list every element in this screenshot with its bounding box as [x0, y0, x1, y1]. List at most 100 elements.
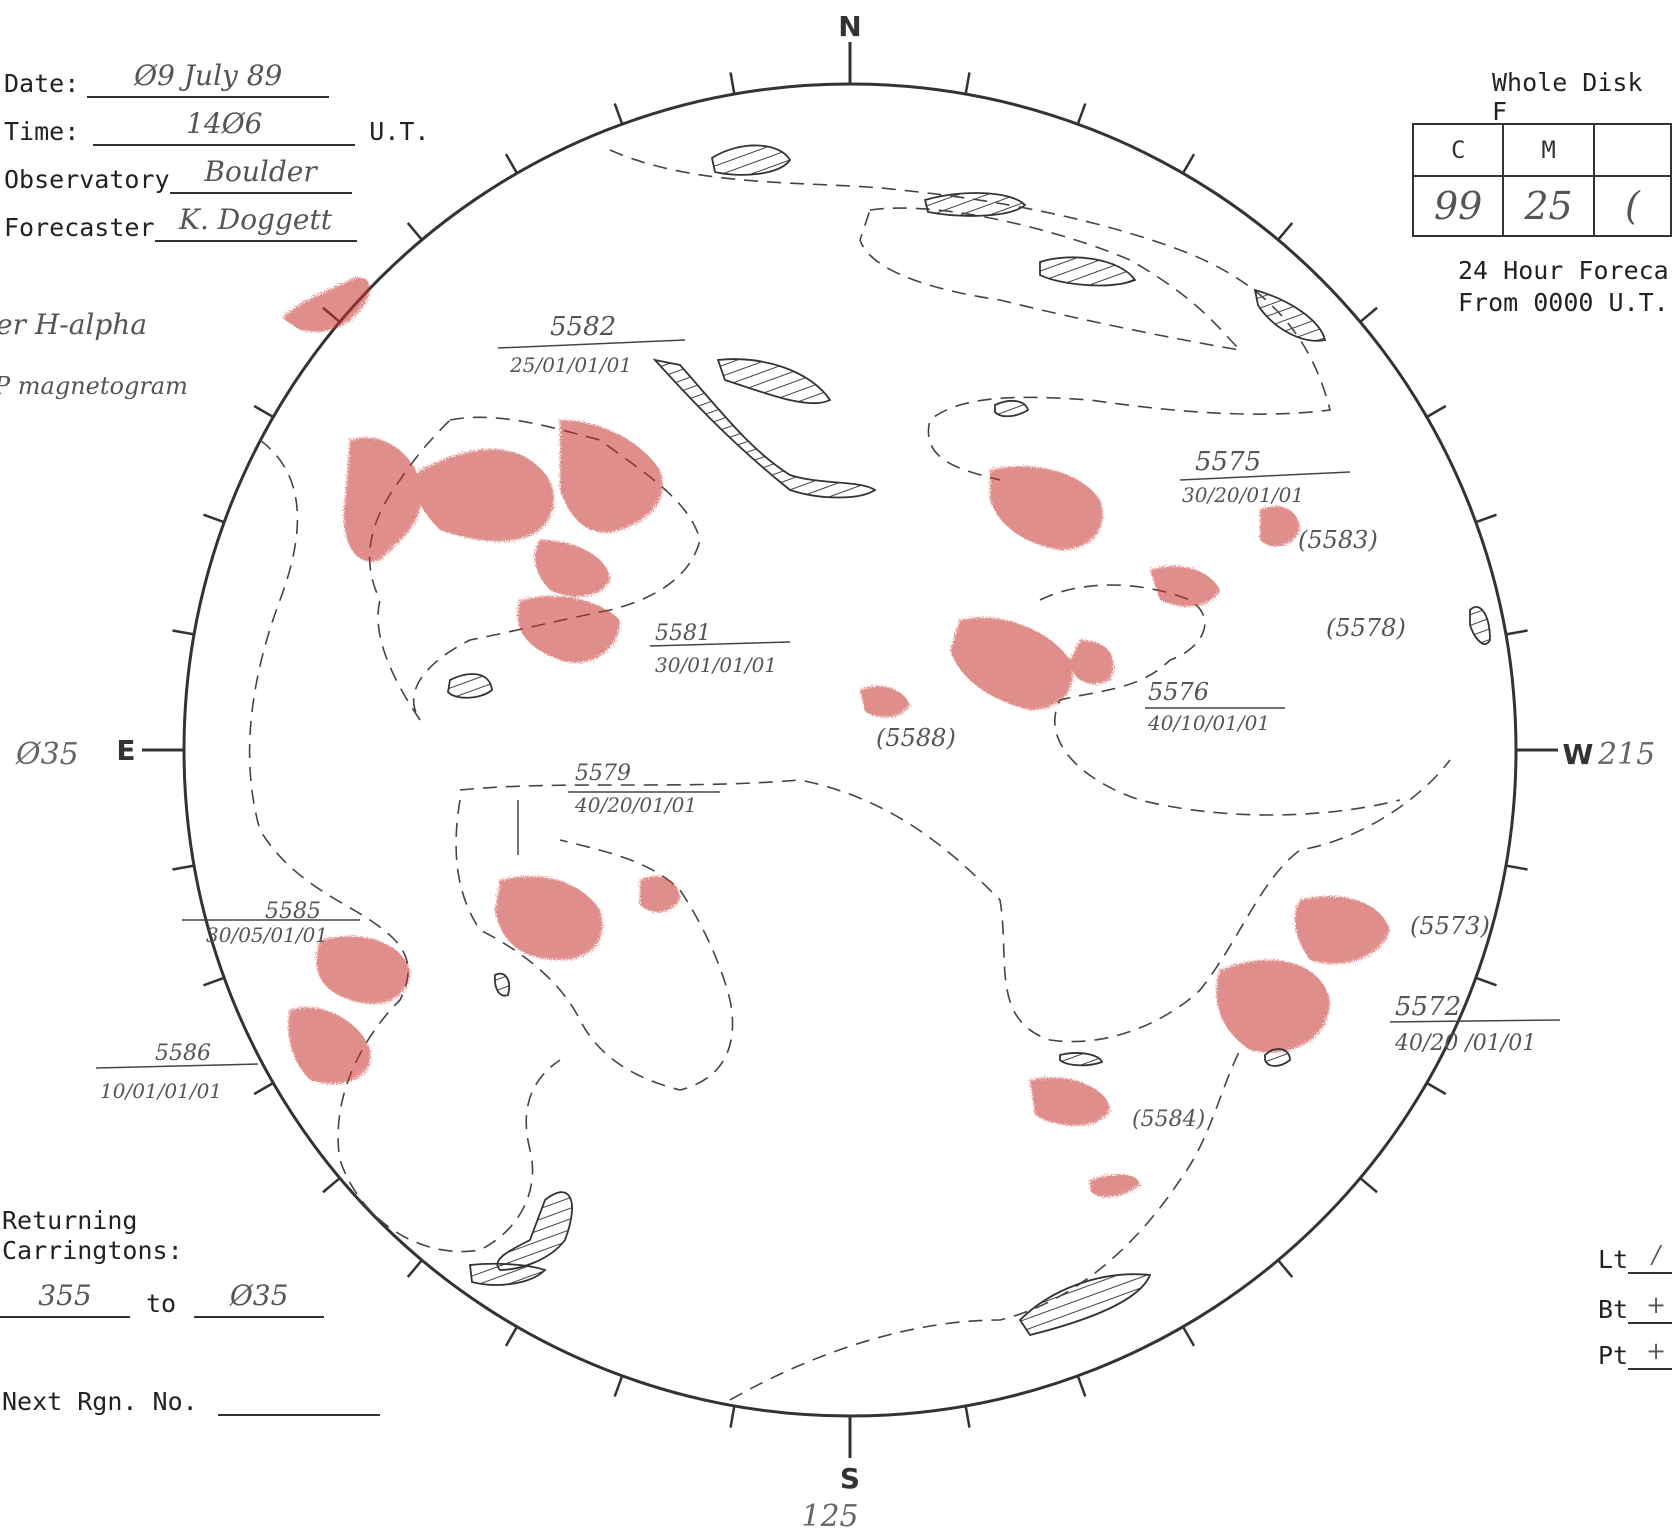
note-magnetogram: P magnetogram	[0, 372, 188, 400]
northern-filament-channel	[859, 207, 1243, 352]
region-5581-code: 30/01/01/01	[655, 653, 777, 677]
region-5575-number: 5575	[1195, 447, 1261, 477]
degree-tick	[964, 1405, 971, 1428]
forecaster-value: K. Doggett	[154, 202, 357, 242]
filament-north-2	[923, 192, 1027, 217]
region-5572-number: 5572	[1395, 992, 1461, 1022]
degree-tick	[613, 1375, 624, 1397]
value-x: (	[1592, 175, 1672, 237]
filament-south-2	[468, 1262, 547, 1286]
plage-5572	[1216, 960, 1330, 1053]
bt-field: Bt +	[1598, 1290, 1672, 1324]
lt-value: /	[1628, 1240, 1672, 1274]
plage-5581	[560, 420, 663, 533]
plage-5581-south	[517, 596, 620, 663]
filament-north-1	[710, 144, 792, 176]
table-header-row: C M	[1411, 123, 1672, 177]
degree-tick	[1426, 404, 1447, 419]
returning-5578: (5578)	[1326, 614, 1406, 642]
degree-tick	[1475, 513, 1497, 524]
returning-label-2: Carringtons:	[2, 1236, 183, 1265]
degree-tick	[504, 1326, 519, 1347]
degree-tick	[613, 103, 624, 125]
plage-regions	[282, 277, 1390, 1197]
north-label: N	[838, 10, 861, 43]
plage-5573	[1294, 896, 1390, 964]
observatory-value: Boulder	[169, 154, 352, 194]
south-longitude: 125	[801, 1499, 858, 1530]
filament-5572-small	[1059, 1052, 1104, 1067]
solar-disk-outline	[182, 82, 1518, 1418]
degree-tick	[1505, 864, 1528, 871]
degree-tick	[253, 1081, 274, 1096]
degree-tick	[964, 72, 971, 95]
degree-tick	[322, 1177, 341, 1194]
returning-5583: (5583)	[1298, 526, 1378, 554]
time-unit: U.T.	[369, 117, 430, 146]
degree-tick	[1426, 1081, 1447, 1096]
degree-tick	[1076, 103, 1087, 125]
plage-5576	[950, 617, 1073, 710]
bt-value: +	[1628, 1290, 1672, 1324]
region-5586-rule	[95, 1063, 259, 1069]
note-h-alpha: er H-alpha	[0, 308, 148, 341]
degree-tick	[504, 153, 519, 174]
degree-tick	[1505, 629, 1528, 636]
region-5576-number: 5576	[1148, 678, 1209, 706]
time-value: 14Ø6	[93, 106, 356, 146]
degree-tick	[1181, 1326, 1196, 1347]
forecaster-field: Forecaster K. Doggett	[4, 202, 357, 242]
filament-north-3	[1039, 256, 1137, 287]
next-region-value	[217, 1376, 380, 1416]
carrington-to-label: to	[146, 1289, 177, 1318]
pt-label: Pt	[1598, 1341, 1629, 1370]
neutral-lines	[248, 149, 1451, 1401]
lt-field: Lt /	[1598, 1240, 1672, 1274]
bt-label: Bt	[1598, 1295, 1629, 1324]
region-5582-rule	[497, 339, 686, 349]
region-5575-code: 30/20/01/01	[1182, 483, 1304, 507]
lt-label: Lt	[1598, 1245, 1629, 1274]
carrington-from-value: 355	[0, 1278, 130, 1318]
region-5582-code: 25/01/01/01	[509, 353, 632, 377]
northern-polar-contour	[609, 149, 1331, 481]
region-5575-rule	[1179, 471, 1351, 481]
plage-5582	[416, 449, 554, 542]
degree-tick	[406, 1259, 423, 1278]
region-5581-rule	[649, 641, 791, 647]
filament-5579-small	[494, 972, 510, 997]
time-label: Time:	[4, 117, 80, 146]
region-5586-number: 5586	[155, 1041, 211, 1066]
filament-south-3	[1018, 1273, 1152, 1337]
returning-5588: (5588)	[876, 724, 956, 752]
region-5585-code: 30/05/01/01	[206, 923, 328, 947]
filament-south-1	[496, 1191, 573, 1271]
pt-field: Pt +	[1598, 1336, 1672, 1370]
region-5572-code: 40/20 /01/01	[1394, 1031, 1536, 1056]
southern-central-contour	[459, 759, 1451, 1043]
degree-tick	[1181, 153, 1196, 174]
western-contour	[1039, 584, 1401, 816]
pt-value: +	[1628, 1336, 1672, 1370]
whole-disk-title: Whole Disk F	[1492, 68, 1643, 126]
region-5586-code: 10/01/01/01	[100, 1079, 222, 1103]
header-x	[1592, 123, 1672, 177]
plage-5588	[860, 685, 910, 718]
filament-5575	[994, 399, 1030, 418]
returning-label-1: Returning	[2, 1206, 138, 1235]
south-label: S	[840, 1462, 860, 1495]
west-longitude: 215	[1597, 737, 1655, 772]
plage-5578	[1150, 566, 1220, 607]
degree-tick	[1475, 976, 1497, 987]
degree-tick	[253, 404, 274, 419]
degree-ticks	[172, 72, 1528, 1428]
degree-tick	[1277, 222, 1294, 241]
plage-limb-northeast	[282, 277, 371, 332]
plage-5586	[288, 1007, 371, 1084]
region-5576-code: 40/10/01/01	[1147, 711, 1270, 735]
southern-polar-contour	[729, 1049, 1241, 1401]
region-5579-code: 40/20/01/01	[574, 793, 697, 817]
degree-tick	[1359, 306, 1378, 323]
time-field: Time: 14Ø6 U.T.	[4, 106, 429, 146]
